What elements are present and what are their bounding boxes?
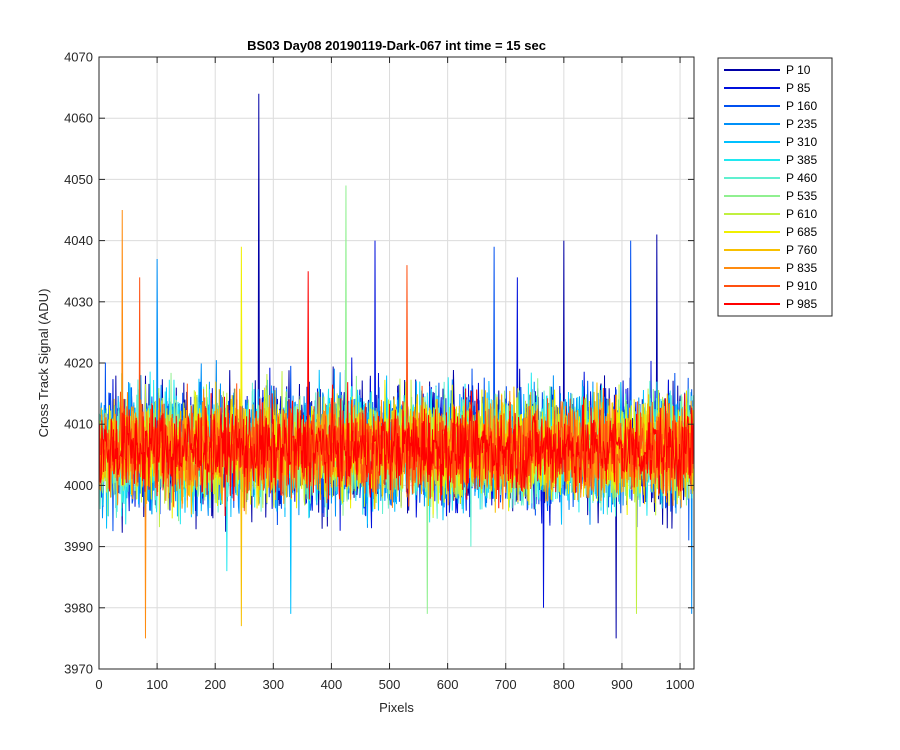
y-tick-label: 4020 xyxy=(64,356,93,371)
legend-label: P 310 xyxy=(786,135,817,149)
x-tick-label: 900 xyxy=(611,677,633,692)
legend-label: P 10 xyxy=(786,63,811,77)
legend-label: P 610 xyxy=(786,207,817,221)
series-line-p-985 xyxy=(98,271,694,517)
series-lines xyxy=(98,93,694,639)
chart-title: BS03 Day08 20190119-Dark-067 int time = … xyxy=(247,38,546,53)
axis-ticks: 0 100 200 300 400 500 600 700 800 900 1000 3970 3980… xyxy=(64,50,694,693)
x-tick-label: 1000 xyxy=(666,677,695,692)
y-tick-label: 4060 xyxy=(64,111,93,126)
legend-label: P 910 xyxy=(786,279,817,293)
y-tick-label: 4030 xyxy=(64,294,93,309)
x-axis-label: Pixels xyxy=(379,700,414,715)
y-tick-label: 3970 xyxy=(64,662,93,677)
legend-label: P 835 xyxy=(786,261,817,275)
legend-label: P 385 xyxy=(786,153,817,167)
y-tick-label: 3990 xyxy=(64,539,93,554)
x-tick-label: 400 xyxy=(321,677,343,692)
x-tick-label: 200 xyxy=(204,677,226,692)
x-tick-label: 700 xyxy=(495,677,517,692)
legend-label: P 460 xyxy=(786,171,817,185)
x-tick-label: 0 xyxy=(95,677,102,692)
legend-label: P 985 xyxy=(786,297,817,311)
legend-box xyxy=(717,57,833,317)
legend: P 10 P 85 P 160 P 235 P 310 P 385 P 460 P 535 P … xyxy=(717,57,833,317)
y-tick-label: 4000 xyxy=(64,478,93,493)
y-tick-label: 3980 xyxy=(64,600,93,615)
y-axis-label: Cross Track Signal (ADU) xyxy=(36,289,51,438)
x-tick-label: 600 xyxy=(437,677,459,692)
legend-label: P 235 xyxy=(786,117,817,131)
legend-label: P 685 xyxy=(786,225,817,239)
x-tick-label: 800 xyxy=(553,677,575,692)
legend-label: P 760 xyxy=(786,243,817,257)
legend-label: P 160 xyxy=(786,99,817,113)
legend-label: P 535 xyxy=(786,189,817,203)
x-tick-label: 300 xyxy=(262,677,284,692)
y-tick-label: 4050 xyxy=(64,172,93,187)
y-tick-label: 4010 xyxy=(64,417,93,432)
legend-label: P 85 xyxy=(786,81,811,95)
x-tick-label: 500 xyxy=(379,677,401,692)
y-tick-label: 4070 xyxy=(64,50,93,65)
x-tick-label: 100 xyxy=(146,677,168,692)
y-tick-label: 4040 xyxy=(64,233,93,248)
